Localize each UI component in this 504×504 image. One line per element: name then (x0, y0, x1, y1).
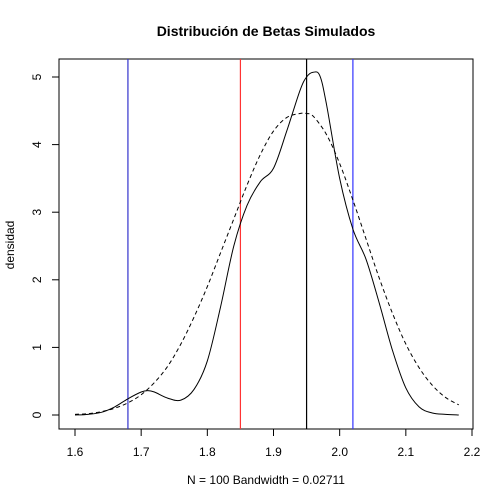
y-tick-label: 5 (30, 73, 44, 80)
y-tick-label: 0 (30, 411, 44, 418)
y-tick-label: 4 (30, 141, 44, 148)
plot-frame (58, 58, 474, 430)
x-tick-label: 1.9 (265, 445, 282, 459)
normal-density-line (74, 112, 460, 415)
x-tick-label: 2.0 (331, 445, 348, 459)
x-tick-label: 1.8 (199, 445, 216, 459)
x-tick-label: 1.6 (67, 445, 84, 459)
kernel-density-line (74, 71, 459, 416)
x-axis-label: N = 100 Bandwidth = 0.02711 (187, 473, 345, 487)
y-tick-label: 2 (30, 276, 44, 283)
chart-title: Distribución de Betas Simulados (157, 23, 376, 39)
y-tick-label: 1 (30, 344, 44, 351)
chart-marks: 1.6 1.7 1.8 1.9 2.0 2.1 2.2 0 1 2 3 4 5 (30, 59, 481, 459)
x-tick-label: 2.1 (397, 445, 414, 459)
y-axis-label: densidad (3, 221, 17, 270)
y-tick-label: 3 (30, 209, 44, 216)
x-tick-label: 1.7 (133, 445, 150, 459)
x-tick-label: 2.2 (464, 445, 481, 459)
